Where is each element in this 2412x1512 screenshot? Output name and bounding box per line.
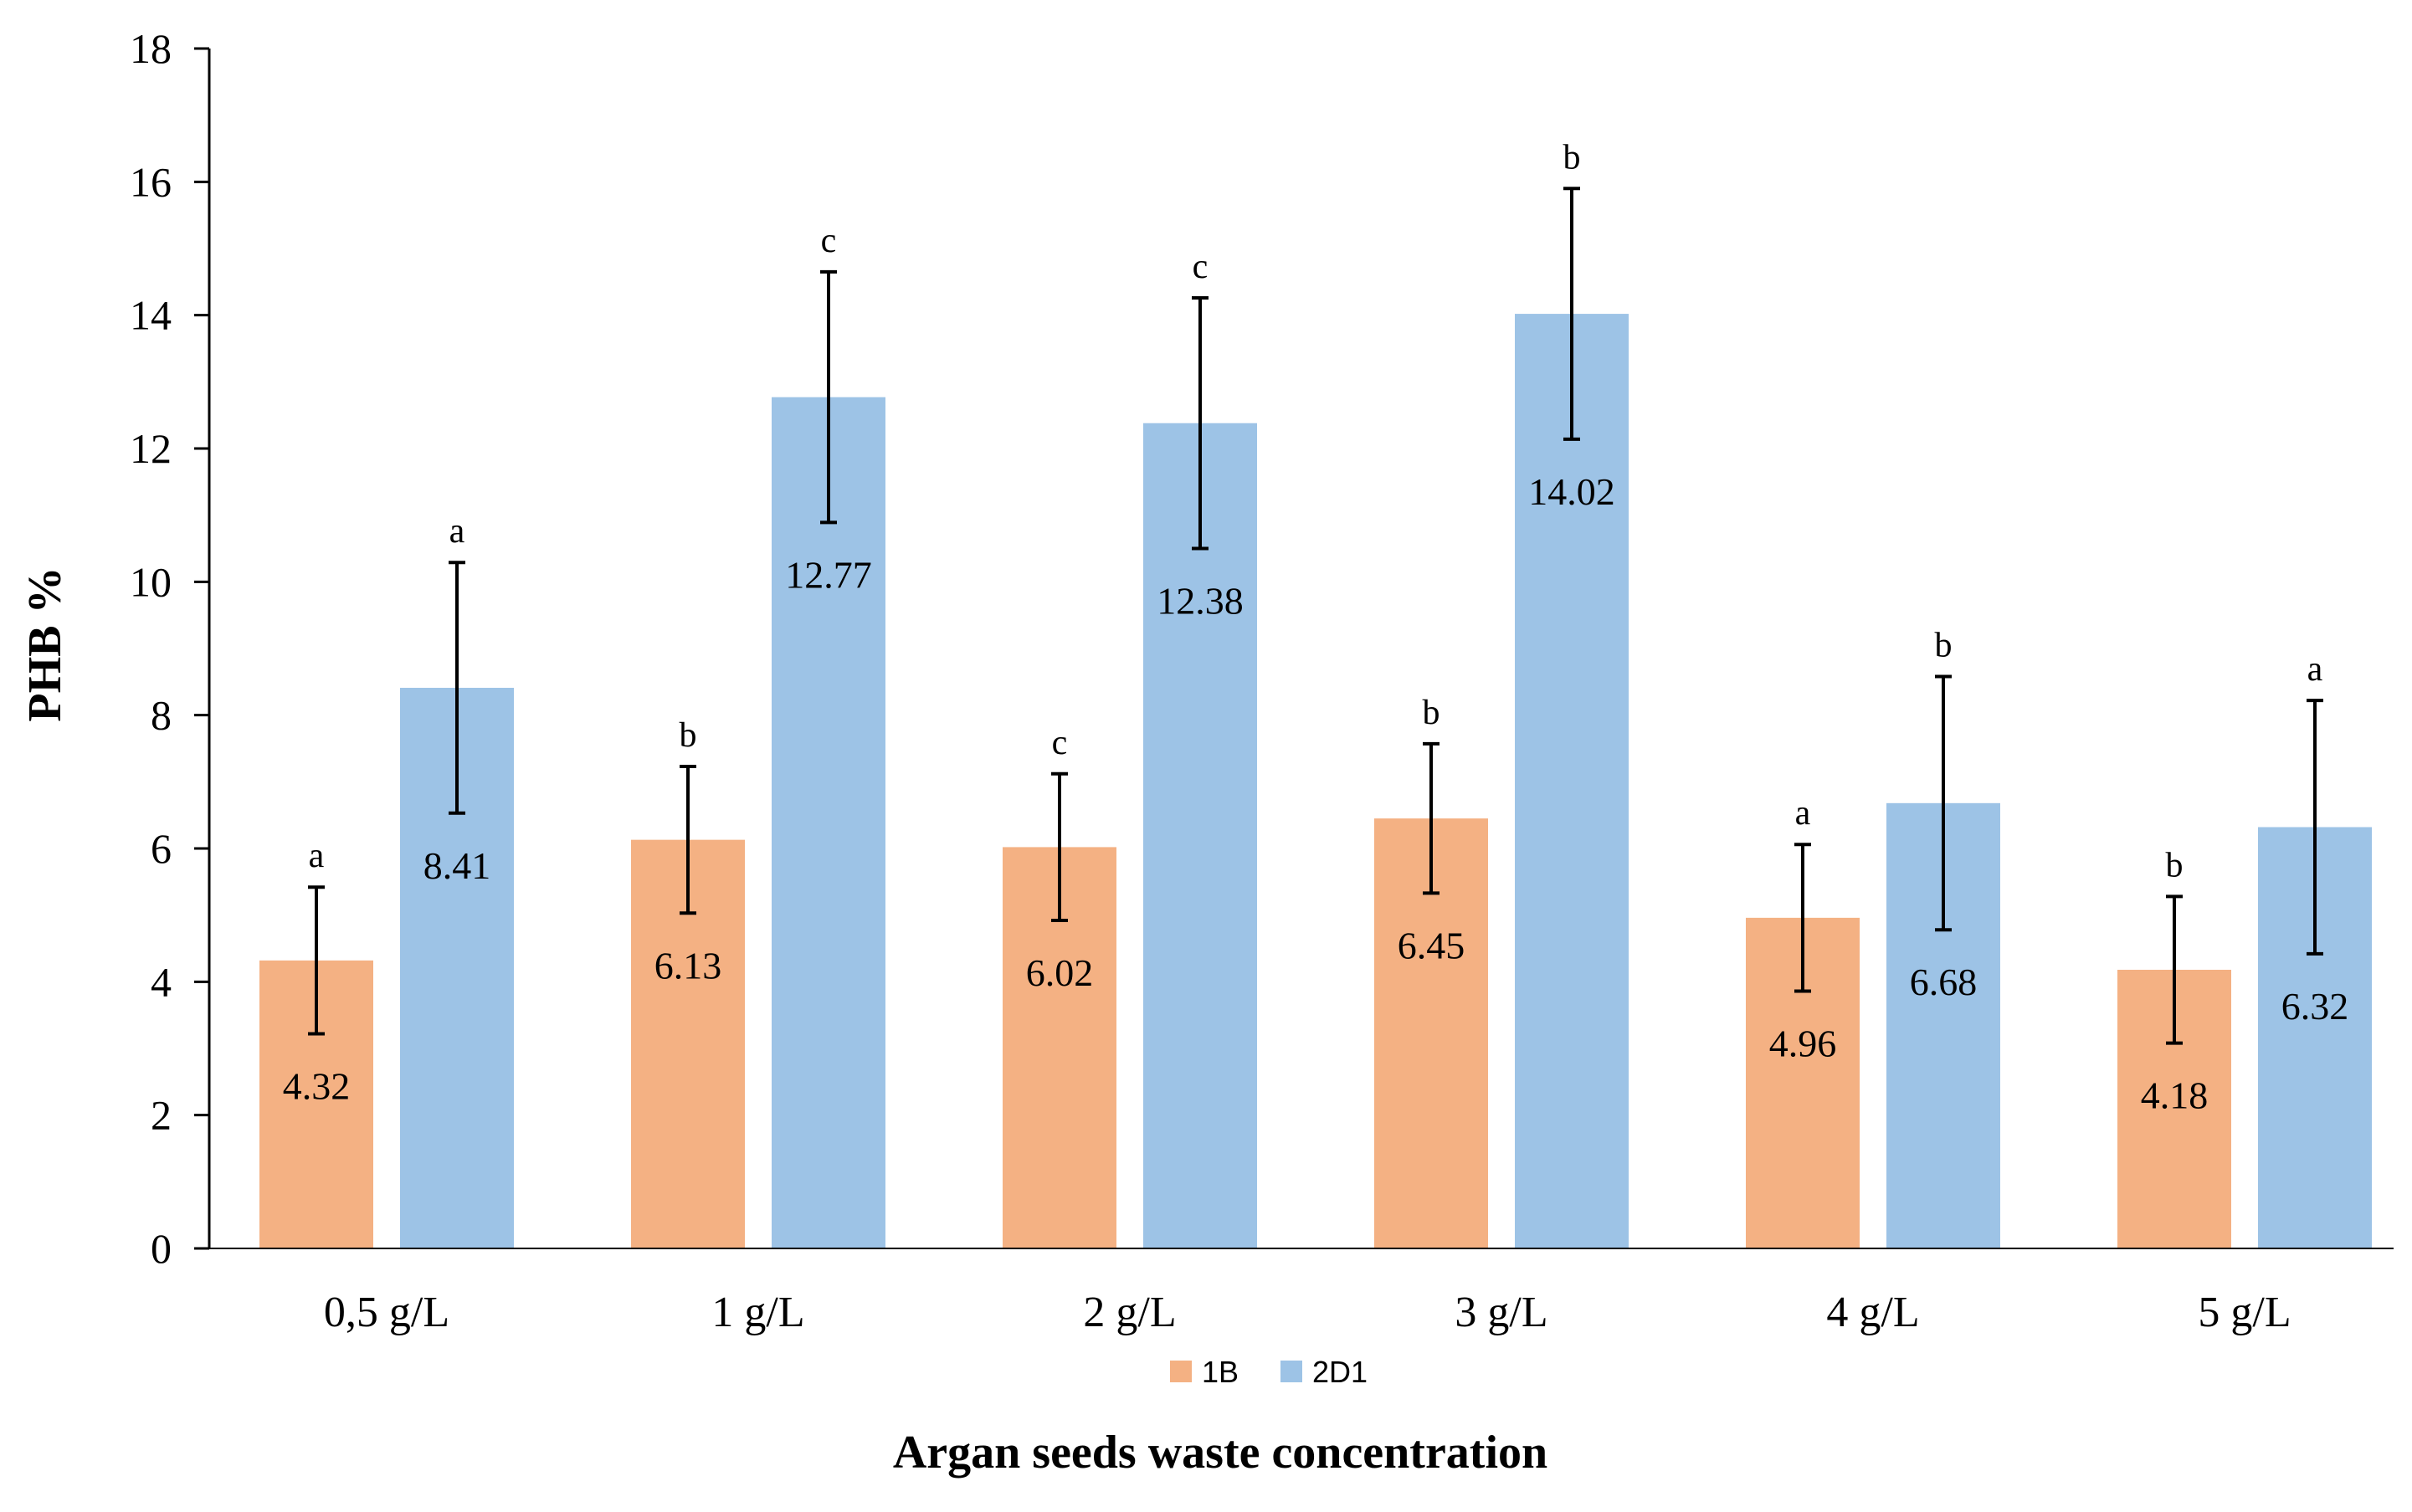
data-label: 14.02	[1528, 470, 1615, 513]
y-tick-label: 10	[130, 558, 172, 605]
x-category-label: 1 g/L	[711, 1289, 804, 1336]
legend-label-1b: 1B	[1202, 1355, 1239, 1389]
x-category-label: 2 g/L	[1083, 1289, 1176, 1336]
data-label: 6.13	[654, 944, 722, 987]
significance-label: c	[1052, 724, 1068, 762]
data-label: 8.41	[423, 844, 491, 887]
data-labels: a 4.32 a 8.41 b 6.13 c 12.77 c 6.02 c 12.38 b 6.45 b 14…	[283, 138, 2349, 1116]
data-label: 6.68	[1910, 961, 1978, 1003]
data-label: 4.18	[2141, 1074, 2209, 1117]
y-tick-label: 16	[130, 158, 172, 205]
data-label: 6.45	[1398, 924, 1465, 966]
y-tick-label: 2	[151, 1092, 172, 1139]
x-axis-title: Argan seeds waste concentration	[893, 1427, 1547, 1479]
legend-swatch-1b	[1170, 1361, 1192, 1382]
y-tick-label: 4	[151, 958, 172, 1005]
x-axis: 0,5 g/L 1 g/L 2 g/L 3 g/L 4 g/L 5 g/L	[209, 1248, 2394, 1336]
significance-label: a	[309, 837, 325, 875]
x-category-label: 4 g/L	[1826, 1289, 1919, 1336]
bars	[259, 314, 2372, 1248]
data-label: 4.32	[283, 1064, 351, 1107]
significance-label: a	[2307, 650, 2323, 689]
bar-2d1	[1143, 423, 1257, 1248]
data-label: 12.77	[785, 553, 872, 596]
bar-2d1	[1515, 314, 1629, 1248]
data-label: 12.38	[1157, 580, 1244, 623]
y-tick-label: 8	[151, 692, 172, 739]
y-tick-label: 6	[151, 825, 172, 872]
significance-label: b	[1423, 694, 1440, 732]
significance-label: a	[1795, 794, 1811, 833]
significance-label: b	[2166, 846, 2184, 884]
x-category-label: 3 g/L	[1455, 1289, 1547, 1336]
y-tick-label: 18	[130, 25, 172, 72]
x-category-label: 5 g/L	[2198, 1289, 2291, 1336]
significance-label: c	[1193, 248, 1209, 286]
bar-2d1	[772, 397, 885, 1248]
y-tick-label: 14	[130, 292, 172, 339]
x-category-label: 0,5 g/L	[324, 1289, 449, 1336]
significance-label: b	[1935, 626, 1953, 664]
legend: 1B 2D1	[1170, 1355, 1368, 1389]
data-label: 4.96	[1769, 1022, 1837, 1064]
significance-label: c	[821, 222, 837, 260]
significance-label: b	[1563, 138, 1581, 177]
y-tick-label: 12	[130, 425, 172, 472]
data-label: 6.32	[2281, 985, 2349, 1028]
significance-label: b	[680, 716, 697, 755]
legend-swatch-2d1	[1280, 1361, 1302, 1382]
y-tick-label: 0	[151, 1225, 172, 1272]
data-label: 6.02	[1026, 951, 1094, 994]
significance-label: a	[449, 512, 465, 551]
y-axis-title: PHB %	[19, 566, 71, 721]
error-bars	[308, 187, 2323, 1045]
y-axis: 0 2 4 6 8 10 12 14 16 18	[130, 25, 211, 1272]
legend-label-2d1: 2D1	[1312, 1355, 1368, 1389]
